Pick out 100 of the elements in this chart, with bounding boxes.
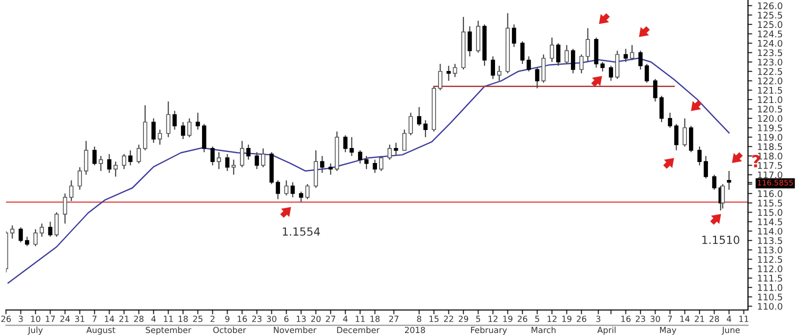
- x-tick-label: 14: [104, 316, 114, 322]
- y-tick-label: 120.0: [758, 115, 782, 122]
- y-tick-label: 115.0: [758, 209, 782, 216]
- candlestick: [630, 44, 634, 61]
- x2-tick-label: July: [28, 326, 43, 335]
- candlestick: [668, 112, 672, 128]
- x-tick-label: 21: [694, 316, 704, 322]
- candlestick: [276, 180, 280, 200]
- x2-tick-label: August: [86, 326, 116, 335]
- candlestick: [615, 50, 620, 80]
- y-tick-label: 116.0: [758, 190, 782, 198]
- x-tick-label: 7: [668, 316, 672, 322]
- x-tick-label: 26: [576, 316, 586, 322]
- x-tick-label: 11: [739, 316, 748, 322]
- candlestick: [78, 166, 82, 190]
- y-tick-label: 113.5: [758, 237, 782, 244]
- candlestick: [114, 161, 118, 178]
- candlestick: [254, 152, 259, 170]
- candlestick: [210, 146, 215, 166]
- x-tick-label: 22: [444, 316, 454, 322]
- x-tick-label: 20: [311, 316, 321, 322]
- x-tick-label: 31: [75, 316, 84, 322]
- y-tick-label: 126.0: [758, 2, 782, 10]
- y-tick-label: 111.5: [758, 274, 782, 282]
- candlestick: [624, 48, 628, 63]
- candlestick: [452, 63, 458, 78]
- candlestick: [172, 110, 177, 130]
- x2-tick-label: March: [532, 326, 556, 334]
- candlestick: [438, 63, 442, 91]
- candlestick: [638, 50, 643, 70]
- x-tick-label: 18: [370, 316, 380, 322]
- y-tick-label: 123.0: [758, 58, 782, 66]
- candlestick: [541, 54, 546, 84]
- y-tick-label: 124.5: [758, 30, 782, 38]
- annotation: 1.1510: [702, 236, 740, 244]
- candlestick: [526, 56, 531, 72]
- candlestick: [122, 154, 126, 170]
- x-tick-label: 27: [326, 316, 336, 322]
- x-tick-label: 10: [31, 316, 40, 322]
- candlestick: [84, 140, 88, 176]
- candlestick: [697, 146, 702, 166]
- candlestick: [290, 182, 295, 198]
- candlestick: [379, 155, 384, 172]
- candlestick: [320, 155, 324, 174]
- y-tick-label: 125.5: [758, 12, 782, 19]
- candlestick: [98, 155, 103, 172]
- candlestick: [225, 154, 230, 172]
- candlestick: [468, 26, 472, 57]
- candlestick: [196, 112, 200, 130]
- candlestick: [726, 170, 732, 190]
- candlestick: [644, 63, 649, 84]
- candlestick: [358, 150, 362, 164]
- x-tick-label: 13: [296, 316, 306, 322]
- candlestick: [246, 144, 251, 160]
- x-tick-label: 23: [252, 316, 262, 322]
- candlestick: [674, 123, 678, 151]
- candlestick: [579, 54, 584, 74]
- candlestick: [128, 150, 132, 166]
- y-tick-label: 112.0: [758, 265, 782, 272]
- candlestick: [232, 159, 236, 176]
- x-tick-label: 28: [710, 316, 720, 322]
- x-tick-label: 4: [151, 316, 156, 322]
- x-tick-label: 5: [476, 316, 480, 322]
- x-tick-label: 3: [596, 316, 600, 322]
- candlestick: [372, 159, 377, 174]
- x2-tick-label: May: [660, 326, 676, 335]
- x-tick-label: 2: [210, 316, 214, 322]
- candlestick: [550, 37, 554, 63]
- x-tick-label: 26: [518, 316, 528, 322]
- candlestick: [261, 148, 266, 168]
- x-tick-label: 30: [266, 316, 276, 322]
- candlestick: [187, 118, 192, 138]
- candlestick: [570, 48, 576, 74]
- candlestick: [720, 184, 725, 210]
- text: ?: [752, 154, 760, 168]
- x2-tick-label: December: [337, 326, 380, 334]
- x-tick-label: 29: [458, 316, 468, 322]
- x-tick-label: 25: [193, 316, 202, 322]
- y-tick-label: 118.5: [758, 143, 782, 150]
- candlestick: [10, 224, 14, 240]
- candlestick: [284, 180, 288, 196]
- x2-tick-label: 2018: [404, 326, 425, 334]
- x-tick-label: 6: [284, 316, 288, 322]
- candlestick: [166, 100, 170, 138]
- candlestick: [417, 106, 422, 126]
- candlestick: [446, 65, 451, 82]
- candlestick: [202, 123, 206, 153]
- y-tick-label: 124.0: [758, 40, 782, 47]
- candlestick: [33, 228, 38, 247]
- candlestick: [305, 184, 310, 200]
- x-tick-label: 4: [343, 316, 348, 322]
- x-tick-label: 24: [60, 316, 70, 322]
- candlestick: [682, 118, 687, 148]
- candlestick: [608, 65, 614, 82]
- y-tick-label: 114.5: [758, 218, 782, 226]
- candlestick: [653, 78, 658, 102]
- x-tick-label: 14: [680, 316, 690, 322]
- x-tick-label: 15: [430, 316, 438, 322]
- x-tick-label: 3: [18, 316, 23, 322]
- candlestick: [151, 118, 156, 144]
